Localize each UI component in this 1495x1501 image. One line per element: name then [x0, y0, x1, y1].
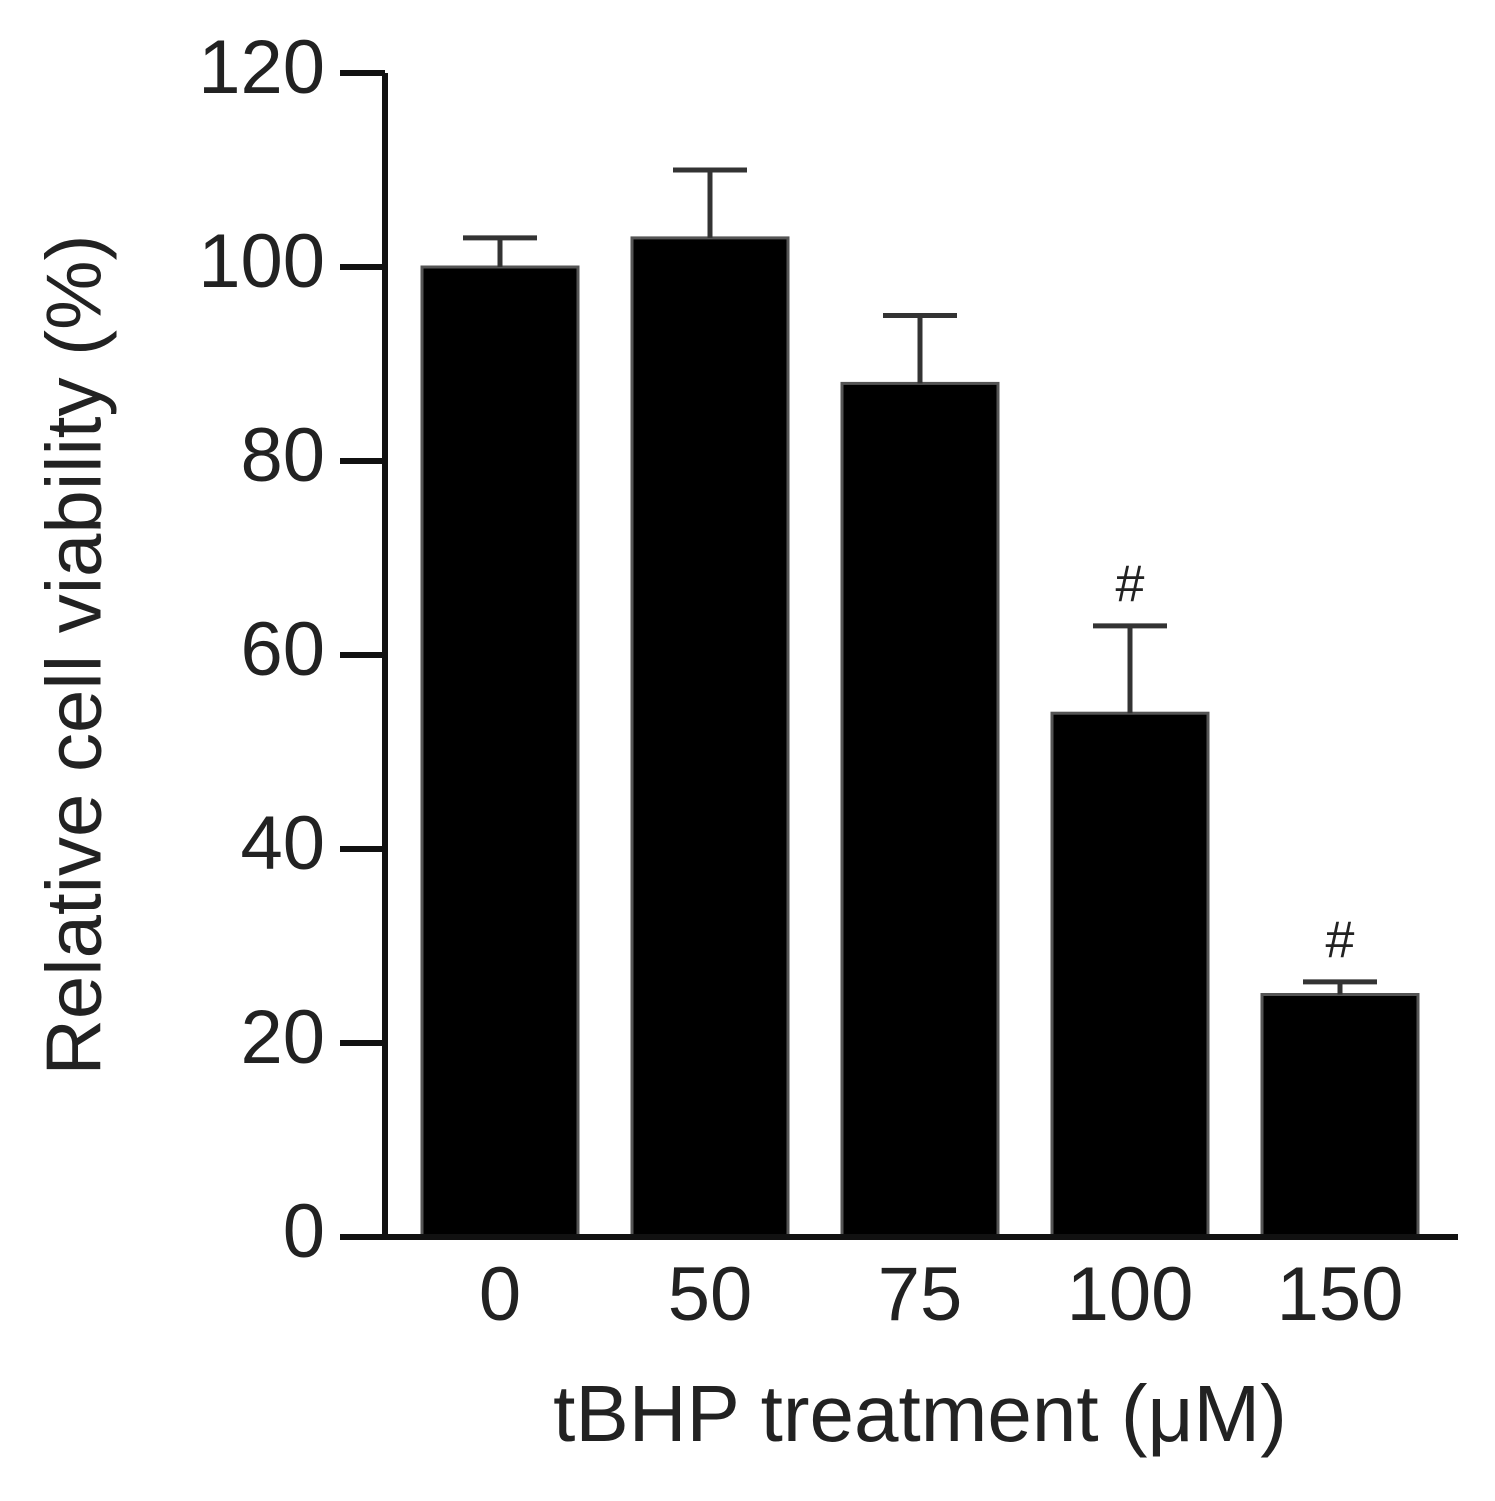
annotation: #: [1326, 912, 1355, 970]
y-tick-label: 20: [240, 995, 325, 1080]
x-tick-label: 0: [479, 1252, 521, 1337]
x-axis-title: tBHP treatment (μM): [553, 1369, 1287, 1458]
x-tick-label: 75: [878, 1252, 963, 1337]
y-tick-label: 120: [198, 25, 325, 110]
x-tick-label: 100: [1067, 1252, 1194, 1337]
error-bar: [883, 313, 957, 384]
y-axis-title: Relative cell viability (%): [30, 235, 118, 1076]
error-bar: [1093, 623, 1167, 714]
error-bar: [1303, 979, 1377, 995]
y-tick-label: 60: [240, 607, 325, 692]
error-bar: [463, 235, 537, 267]
annotation: #: [1116, 556, 1145, 614]
bar: [420, 265, 580, 1239]
y-tick-label: 0: [283, 1189, 325, 1274]
y-tick-label: 100: [198, 219, 325, 304]
bar: [1260, 993, 1420, 1239]
bar: [840, 381, 1000, 1239]
x-tick-label: 150: [1277, 1252, 1404, 1337]
y-tick-label: 80: [240, 413, 325, 498]
bar: [630, 236, 790, 1239]
y-tick-label: 40: [240, 801, 325, 886]
bar: [1050, 711, 1210, 1239]
error-bar: [673, 167, 747, 238]
x-tick-label: 50: [668, 1252, 753, 1337]
